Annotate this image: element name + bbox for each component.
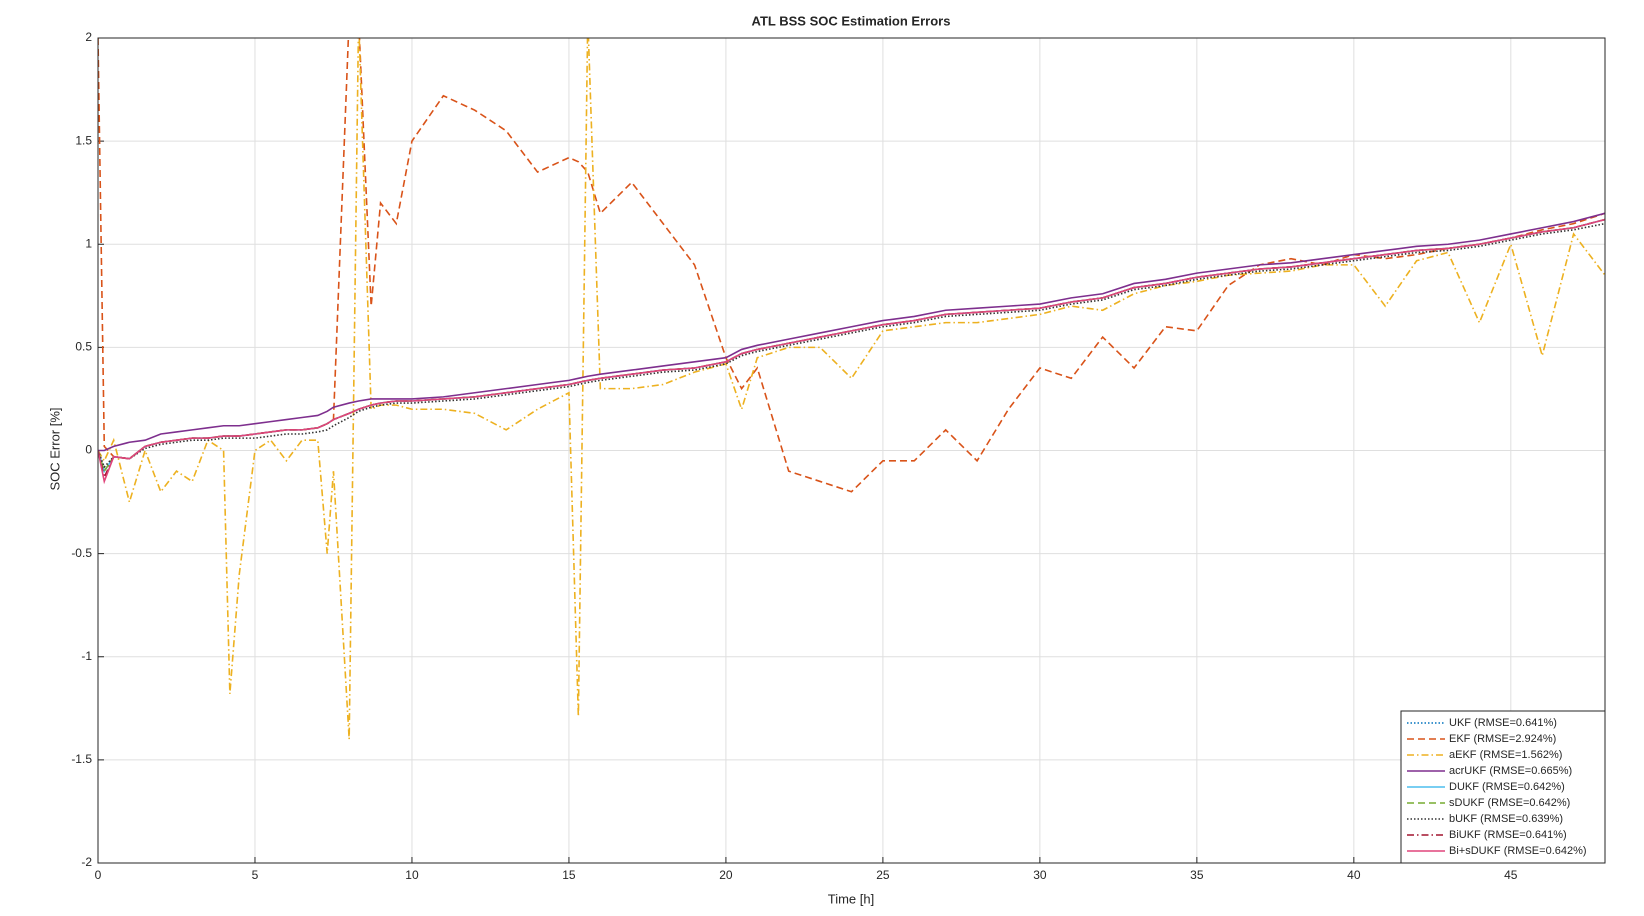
x-tick-label: 40 — [1347, 868, 1361, 882]
legend-label: DUKF (RMSE=0.642%) — [1449, 781, 1565, 793]
x-tick-label: 35 — [1190, 868, 1204, 882]
series-line — [98, 38, 1605, 740]
legend-label: Bi+sDUKF (RMSE=0.642%) — [1449, 845, 1587, 857]
y-tick-label: -0.5 — [71, 546, 92, 560]
legend-label: sDUKF (RMSE=0.642%) — [1449, 797, 1570, 809]
x-tick-label: 20 — [719, 868, 733, 882]
x-tick-label: 10 — [405, 868, 419, 882]
x-tick-label: 45 — [1504, 868, 1518, 882]
y-tick-label: 1.5 — [75, 133, 92, 147]
x-tick-label: 25 — [876, 868, 890, 882]
y-tick-label: 1 — [85, 236, 92, 250]
series-line — [98, 38, 1605, 493]
y-axis-label: SOC Error [%] — [47, 407, 62, 490]
legend-label: BiUKF (RMSE=0.641%) — [1449, 829, 1567, 841]
x-tick-label: 5 — [252, 868, 259, 882]
grid: 0 5 10 15 20 25 30 35 40 45 -2 -1.5 -1 -0.5 0 0.5 1 1.5 2 — [71, 30, 1605, 882]
y-tick-label: -2 — [81, 855, 92, 869]
x-tick-label: 0 — [95, 868, 102, 882]
x-tick-label: 15 — [562, 868, 576, 882]
legend-label: UKF (RMSE=0.641%) — [1449, 717, 1557, 729]
y-tick-label: 0.5 — [75, 340, 92, 354]
x-tick-label: 30 — [1033, 868, 1047, 882]
legend-label: EKF (RMSE=2.924%) — [1449, 733, 1556, 745]
plot-lines — [98, 38, 1605, 740]
y-tick-label: -1.5 — [71, 752, 92, 766]
legend: UKF (RMSE=0.641%) EKF (RMSE=2.924%) aEKF (… — [1400, 710, 1606, 864]
series-line — [98, 222, 1605, 469]
series-line — [98, 212, 1605, 452]
series-line — [98, 218, 1605, 485]
chart-title: ATL BSS SOC Estimation Errors — [752, 13, 951, 28]
legend-label: aEKF (RMSE=1.562%) — [1449, 749, 1562, 761]
legend-label: acrUKF (RMSE=0.665%) — [1449, 765, 1572, 777]
legend-label: bUKF (RMSE=0.639%) — [1449, 813, 1563, 825]
plot-frame — [97, 37, 1606, 864]
y-tick-label: -1 — [81, 649, 92, 663]
x-axis-label: Time [h] — [828, 891, 874, 906]
y-tick-label: 0 — [85, 443, 92, 457]
y-tick-label: 2 — [85, 30, 92, 44]
